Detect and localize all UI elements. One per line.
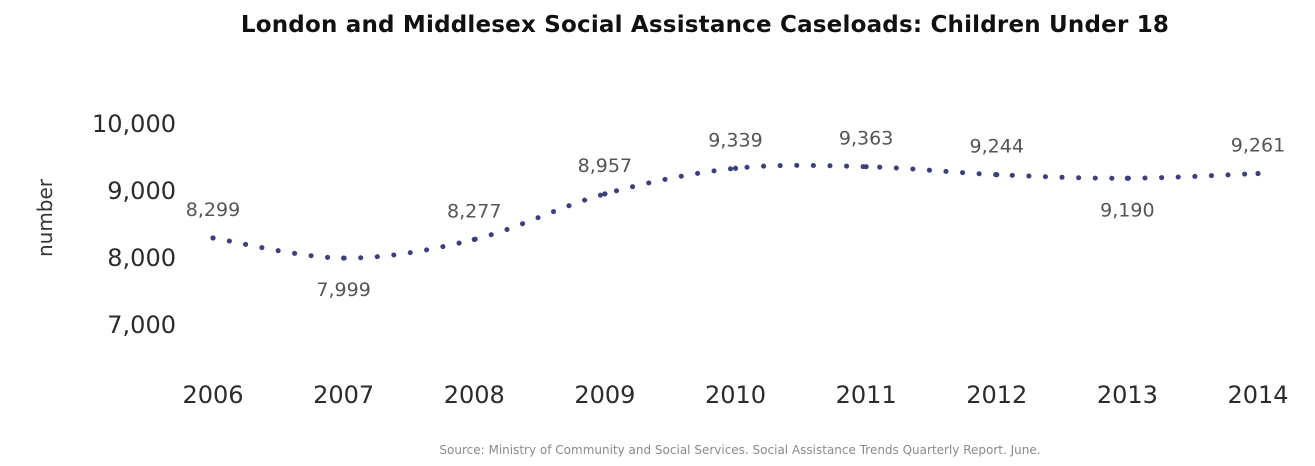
data-point: [210, 235, 216, 241]
x-tick-label: 2010: [705, 381, 766, 409]
y-axis-title: number: [33, 178, 57, 257]
data-label: 9,244: [970, 136, 1024, 158]
y-axis: 7,000 8,000 9,000 10,000: [92, 110, 176, 339]
data-label: 9,190: [1100, 199, 1154, 221]
x-tick-label: 2012: [966, 381, 1027, 409]
x-tick-label: 2009: [574, 381, 635, 409]
data-label: 8,957: [578, 155, 632, 177]
data-point: [1124, 175, 1130, 181]
data-point: [994, 172, 1000, 178]
data-label: 7,999: [316, 279, 370, 301]
data-point: [732, 165, 739, 171]
data-point: [602, 191, 608, 197]
series-line: [210, 162, 1261, 261]
y-tick-label: 9,000: [107, 177, 176, 205]
data-point: [863, 164, 869, 170]
x-tick-label: 2006: [182, 381, 243, 409]
y-tick-label: 10,000: [92, 110, 176, 138]
x-tick-label: 2013: [1097, 381, 1158, 409]
x-axis: 2006 2007 2008 2009 2010 2011 2012 2013 2014: [182, 381, 1288, 409]
x-tick-label: 2014: [1227, 381, 1288, 409]
y-tick-label: 8,000: [107, 244, 176, 272]
data-label: 9,339: [708, 129, 762, 151]
data-label: 9,363: [839, 128, 893, 150]
data-label: 8,277: [447, 200, 501, 222]
data-point: [1255, 170, 1261, 177]
data-point: [471, 236, 477, 243]
x-tick-label: 2011: [836, 381, 897, 409]
source-note: Source: Ministry of Community and Social…: [439, 443, 1041, 457]
data-label: 9,261: [1231, 135, 1285, 157]
data-label: 8,299: [186, 199, 240, 221]
data-labels: 8,299 7,999 8,277 8,957 9,339 9,363 9,244 9,190…: [186, 128, 1285, 301]
x-tick-label: 2007: [313, 381, 374, 409]
data-point: [341, 255, 347, 261]
chart-title: London and Middlesex Social Assistance C…: [240, 12, 1170, 38]
y-tick-label: 7,000: [107, 311, 176, 339]
x-tick-label: 2008: [444, 381, 505, 409]
